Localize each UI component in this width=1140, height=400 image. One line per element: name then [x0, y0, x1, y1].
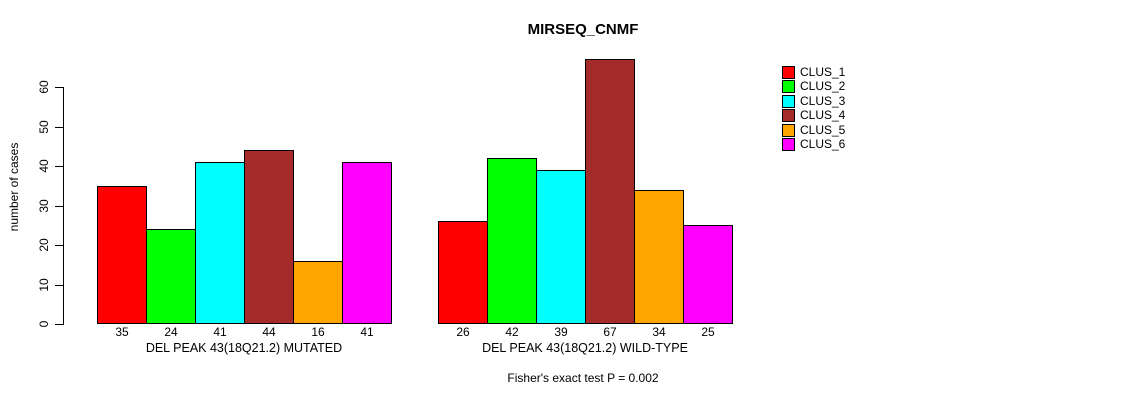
legend-swatch: [782, 80, 795, 94]
chart-title: MIRSEQ_CNMF: [527, 21, 639, 38]
fisher-test-annotation: Fisher's exact test P = 0.002: [507, 371, 659, 385]
legend-swatch: [782, 123, 795, 137]
y-tick: [55, 166, 63, 167]
bar: [97, 186, 147, 324]
legend-swatch: [782, 94, 795, 108]
bar-value-label: 24: [164, 325, 178, 339]
y-tick: [55, 126, 63, 128]
bar: [244, 150, 294, 324]
bar-value-label: 26: [456, 325, 470, 339]
bar: [146, 229, 196, 324]
group-label: DEL PEAK 43(18Q21.2) WILD-TYPE: [482, 341, 688, 355]
bar: [195, 162, 245, 324]
y-tick-label: 40: [37, 159, 51, 173]
y-tick: [55, 245, 63, 246]
bar-value-label: 39: [554, 325, 568, 339]
y-tick-label: 20: [37, 238, 51, 252]
legend-label: CLUS_3: [800, 93, 846, 108]
bar-value-label: 41: [213, 325, 227, 339]
bar: [487, 158, 537, 324]
legend-label: CLUS_1: [800, 65, 846, 79]
legend-label: CLUS_4: [800, 108, 846, 123]
bar: [585, 59, 635, 324]
bar: [634, 190, 684, 324]
bar-value-label: 34: [652, 325, 666, 339]
y-tick: [55, 205, 63, 207]
legend-swatch: [782, 138, 795, 151]
legend-label: CLUS_5: [800, 122, 846, 137]
bar: [438, 221, 488, 324]
y-tick: [55, 324, 63, 325]
y-tick-label: 30: [37, 198, 51, 213]
bar: [683, 225, 733, 324]
bar-value-label: 35: [115, 325, 129, 339]
y-tick: [55, 284, 63, 286]
legend-swatch: [782, 109, 795, 123]
bar-value-label: 67: [603, 325, 617, 339]
bar-value-label: 42: [505, 325, 519, 339]
y-tick-label: 10: [37, 277, 51, 292]
y-tick-label: 50: [37, 119, 51, 134]
legend-swatch: [782, 66, 795, 79]
legend-label: CLUS_2: [800, 79, 846, 94]
bar-value-label: 25: [701, 325, 715, 339]
y-axis-title: number of cases: [7, 142, 21, 232]
bar-value-label: 16: [311, 325, 325, 339]
bar: [536, 170, 586, 324]
bar: [342, 162, 392, 324]
bar-value-label: 44: [262, 325, 276, 339]
y-axis-line: [63, 87, 64, 325]
bar-value-label: 41: [360, 325, 374, 339]
y-tick-label: 0: [37, 320, 51, 328]
bar: [293, 261, 343, 324]
group-label: DEL PEAK 43(18Q21.2) MUTATED: [145, 341, 343, 355]
y-tick: [55, 87, 63, 88]
y-tick-label: 60: [37, 80, 51, 94]
legend-label: CLUS_6: [800, 137, 846, 151]
